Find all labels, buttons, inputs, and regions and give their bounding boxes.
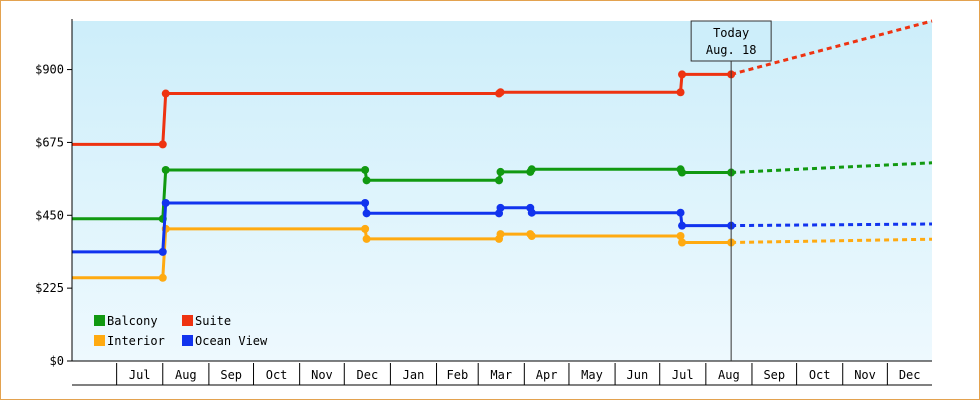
month-label: May: [581, 368, 603, 382]
data-point-interior: [676, 232, 685, 241]
legend-swatch-balcony: [94, 315, 105, 326]
data-point-suite: [496, 88, 505, 97]
month-label: Aug: [718, 368, 740, 382]
data-point-ocean-view: [158, 247, 167, 256]
data-point-balcony: [496, 167, 505, 176]
plot-background: [72, 21, 932, 361]
month-label: Aug: [175, 368, 197, 382]
month-label: Mar: [490, 368, 512, 382]
data-point-interior: [678, 238, 687, 247]
legend-swatch-interior: [94, 335, 105, 346]
month-label: Nov: [854, 368, 876, 382]
month-label: Oct: [809, 368, 831, 382]
forecast-line-interior: [731, 237, 933, 244]
month-label: Feb: [447, 368, 469, 382]
data-point-suite: [678, 70, 687, 79]
data-point-interior: [527, 232, 536, 241]
data-point-balcony: [527, 165, 536, 174]
legend-label-interior: Interior: [107, 334, 165, 348]
y-tick-label: $900: [35, 63, 64, 77]
data-point-balcony: [362, 176, 371, 185]
month-label: Jun: [627, 368, 649, 382]
month-label: Dec: [357, 368, 379, 382]
data-point-interior: [158, 273, 167, 282]
month-label: Jan: [403, 368, 425, 382]
month-label: Nov: [311, 368, 333, 382]
data-point-ocean-view: [527, 208, 536, 217]
today-callout: [690, 20, 772, 62]
data-point-balcony: [495, 176, 504, 185]
legend-swatch-ocean-view: [182, 335, 193, 346]
data-point-balcony: [161, 165, 170, 174]
data-point-ocean-view: [678, 221, 687, 230]
forecast-line-balcony: [731, 161, 933, 174]
legend-swatch-suite: [182, 315, 193, 326]
today-date-label: Aug. 18: [706, 43, 757, 57]
data-point-suite: [158, 140, 167, 149]
today-label: Today: [713, 26, 749, 40]
y-tick-label: $675: [35, 135, 64, 149]
data-point-ocean-view: [361, 198, 370, 207]
legend-label-ocean-view: Ocean View: [195, 334, 268, 348]
month-label: Sep: [220, 368, 242, 382]
month-label: Apr: [536, 368, 558, 382]
data-point-ocean-view: [161, 198, 170, 207]
data-point-ocean-view: [676, 208, 685, 217]
month-label: Dec: [899, 368, 921, 382]
legend-label-balcony: Balcony: [107, 314, 158, 328]
data-point-balcony: [361, 165, 370, 174]
data-point-ocean-view: [496, 203, 505, 212]
data-point-interior: [361, 224, 370, 233]
data-point-suite: [161, 89, 170, 98]
data-point-suite: [676, 88, 685, 97]
legend-label-suite: Suite: [195, 314, 231, 328]
month-label: Jul: [129, 368, 151, 382]
data-point-ocean-view: [362, 209, 371, 218]
month-label: Oct: [266, 368, 288, 382]
month-label: Sep: [763, 368, 785, 382]
forecast-line-ocean-view: [731, 222, 933, 228]
data-point-interior: [362, 234, 371, 243]
y-tick-label: $450: [35, 208, 64, 222]
data-point-balcony: [678, 168, 687, 177]
y-tick-label: $225: [35, 281, 64, 295]
month-label: Jul: [672, 368, 694, 382]
y-tick-label: $0: [50, 354, 64, 368]
data-point-interior: [496, 230, 505, 239]
forecast-line-suite: [730, 19, 933, 76]
